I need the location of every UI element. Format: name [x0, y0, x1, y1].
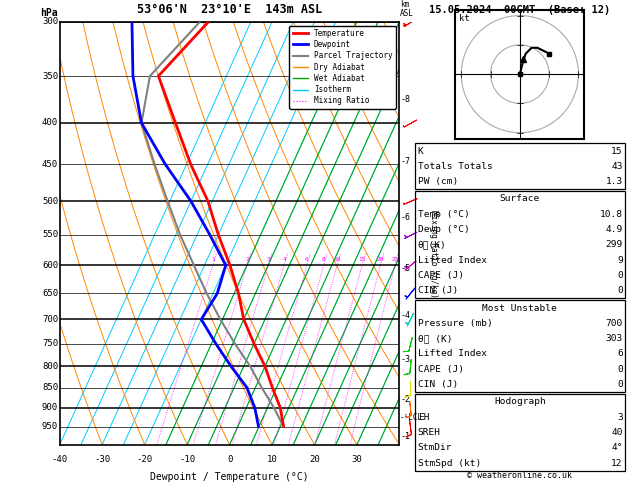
Text: 1: 1	[211, 257, 214, 262]
Text: EH: EH	[418, 413, 429, 422]
Text: 9: 9	[617, 256, 623, 265]
Text: 450: 450	[42, 160, 58, 169]
Text: 20: 20	[309, 455, 320, 464]
Text: 700: 700	[42, 315, 58, 324]
Text: θᴄ (K): θᴄ (K)	[418, 334, 452, 343]
Text: 40: 40	[611, 428, 623, 437]
Text: -4: -4	[400, 311, 410, 320]
Text: 400: 400	[42, 119, 58, 127]
Text: km
ASL: km ASL	[400, 0, 414, 17]
Text: 12: 12	[611, 458, 623, 468]
Text: Pressure (mb): Pressure (mb)	[418, 319, 493, 328]
Text: -2: -2	[400, 395, 410, 404]
Text: PW (cm): PW (cm)	[418, 177, 458, 186]
Text: 10: 10	[267, 455, 277, 464]
Text: 750: 750	[42, 339, 58, 348]
Text: Lifted Index: Lifted Index	[418, 349, 487, 359]
Legend: Temperature, Dewpoint, Parcel Trajectory, Dry Adiabat, Wet Adiabat, Isotherm, Mi: Temperature, Dewpoint, Parcel Trajectory…	[289, 26, 396, 108]
Text: 30: 30	[352, 455, 362, 464]
Text: StmDir: StmDir	[418, 443, 452, 452]
Text: 25: 25	[391, 257, 399, 262]
Text: -3: -3	[400, 355, 410, 364]
Text: -30: -30	[94, 455, 110, 464]
Text: CIN (J): CIN (J)	[418, 286, 458, 295]
Text: Hodograph: Hodograph	[494, 397, 546, 406]
Text: 4: 4	[282, 257, 286, 262]
Text: 4.9: 4.9	[606, 225, 623, 234]
Text: -7: -7	[400, 156, 410, 166]
Text: 0: 0	[617, 271, 623, 280]
Text: -6: -6	[400, 213, 410, 222]
Text: Mixing Ratio (g/kg): Mixing Ratio (g/kg)	[429, 210, 438, 298]
Text: CAPE (J): CAPE (J)	[418, 271, 464, 280]
Text: hPa: hPa	[40, 8, 58, 17]
Text: CAPE (J): CAPE (J)	[418, 364, 464, 374]
Text: 0: 0	[617, 380, 623, 389]
Text: Temp (°C): Temp (°C)	[418, 209, 469, 219]
Text: 8: 8	[322, 257, 326, 262]
Text: StmSpd (kt): StmSpd (kt)	[418, 458, 481, 468]
Text: 6: 6	[617, 349, 623, 359]
Text: 303: 303	[606, 334, 623, 343]
Text: 700: 700	[606, 319, 623, 328]
Text: Dewp (°C): Dewp (°C)	[418, 225, 469, 234]
Text: -5: -5	[400, 264, 410, 273]
Text: 0: 0	[227, 455, 232, 464]
Text: 950: 950	[42, 422, 58, 431]
Text: 15: 15	[359, 257, 366, 262]
Text: -40: -40	[52, 455, 68, 464]
Text: 650: 650	[42, 289, 58, 298]
Text: 15: 15	[611, 146, 623, 156]
Text: 6: 6	[305, 257, 309, 262]
Text: 43: 43	[611, 162, 623, 171]
Text: -20: -20	[136, 455, 153, 464]
Text: 20: 20	[377, 257, 384, 262]
Text: 10: 10	[333, 257, 341, 262]
Text: Most Unstable: Most Unstable	[482, 303, 557, 312]
Text: 4°: 4°	[611, 443, 623, 452]
Text: -1: -1	[400, 432, 410, 441]
Text: θᴄ(K): θᴄ(K)	[418, 240, 447, 249]
Text: 900: 900	[42, 403, 58, 412]
Text: 600: 600	[42, 261, 58, 270]
Text: 300: 300	[42, 17, 58, 26]
Text: 3: 3	[617, 413, 623, 422]
Text: Lifted Index: Lifted Index	[418, 256, 487, 265]
Text: © weatheronline.co.uk: © weatheronline.co.uk	[467, 471, 572, 480]
Text: 850: 850	[42, 383, 58, 392]
Text: 500: 500	[42, 197, 58, 206]
Text: CIN (J): CIN (J)	[418, 380, 458, 389]
Text: -10: -10	[179, 455, 195, 464]
Text: -8: -8	[400, 95, 410, 104]
Text: 2: 2	[245, 257, 249, 262]
Text: 550: 550	[42, 230, 58, 239]
Text: Totals Totals: Totals Totals	[418, 162, 493, 171]
Text: 1.3: 1.3	[606, 177, 623, 186]
Text: SREH: SREH	[418, 428, 441, 437]
Text: kt: kt	[459, 14, 470, 22]
Text: -¹LCL: -¹LCL	[400, 413, 423, 422]
Text: 0: 0	[617, 286, 623, 295]
Text: K: K	[418, 146, 423, 156]
Text: 3: 3	[267, 257, 270, 262]
Text: 350: 350	[42, 71, 58, 81]
Text: Dewpoint / Temperature (°C): Dewpoint / Temperature (°C)	[150, 472, 309, 482]
Text: Surface: Surface	[500, 194, 540, 204]
Text: 299: 299	[606, 240, 623, 249]
Text: 53°06'N  23°10'E  143m ASL: 53°06'N 23°10'E 143m ASL	[137, 2, 322, 16]
Text: 10.8: 10.8	[599, 209, 623, 219]
Text: 0: 0	[617, 364, 623, 374]
Text: 800: 800	[42, 362, 58, 371]
Text: 15.05.2024  00GMT  (Base: 12): 15.05.2024 00GMT (Base: 12)	[429, 5, 611, 15]
